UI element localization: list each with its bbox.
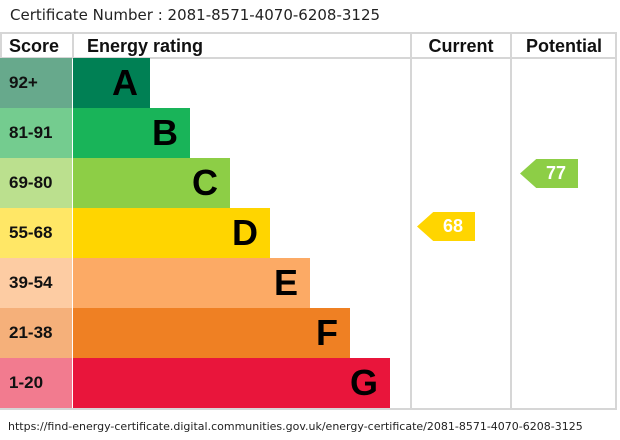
certificate-number: Certificate Number : 2081-8571-4070-6208…	[10, 6, 381, 24]
divider	[0, 408, 617, 410]
divider	[0, 57, 617, 59]
score-range-f: 21-38	[0, 308, 72, 358]
rating-bar-a: A	[73, 58, 150, 108]
rating-bar-c: C	[73, 158, 230, 208]
score-range-d: 55-68	[0, 208, 72, 258]
header-energy-rating: Energy rating	[87, 36, 204, 56]
rating-bar-f: F	[73, 308, 350, 358]
header-current: Current	[428, 36, 494, 56]
divider	[510, 32, 512, 408]
rating-bar-b: B	[73, 108, 190, 158]
divider	[0, 32, 617, 34]
divider	[615, 32, 617, 408]
score-range-e: 39-54	[0, 258, 72, 308]
certificate-url[interactable]: https://find-energy-certificate.digital.…	[8, 420, 583, 433]
score-range-a: 92+	[0, 58, 72, 108]
score-range-c: 69-80	[0, 158, 72, 208]
divider	[410, 32, 412, 408]
rating-bar-e: E	[73, 258, 310, 308]
score-range-b: 81-91	[0, 108, 72, 158]
score-range-g: 1-20	[0, 358, 72, 408]
header-score: Score	[9, 36, 60, 56]
divider	[72, 32, 74, 58]
rating-bar-d: D	[73, 208, 270, 258]
rating-bar-g: G	[73, 358, 390, 408]
current-rating-arrow: 68	[417, 212, 475, 241]
potential-rating-arrow: 77	[520, 159, 578, 188]
header-potential: Potential	[525, 36, 602, 56]
